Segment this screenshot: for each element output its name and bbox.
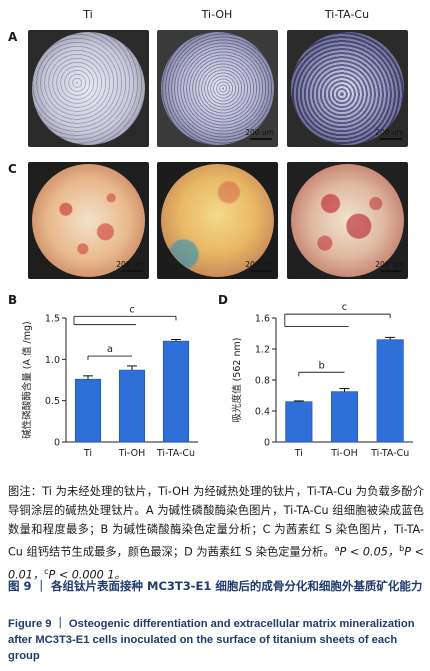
column-header-ti: Ti [83,8,93,21]
bar-ti [74,378,102,443]
scale-bar [250,270,272,272]
column-header-ti-ta-cu: Ti-TA-Cu [324,8,370,21]
scale-bar [250,138,272,140]
alizarin-stain-image-ti-ta-cu: 200 um [287,162,408,279]
panel-label-b: B [8,293,18,307]
legend-text: 图注：Ti 为未经处理的钛片，Ti-OH 为经碱热处理的钛片，Ti-TA-Cu … [8,485,424,559]
y-tick-label: 0 [54,438,60,449]
x-tick-label: Ti-OH [330,448,357,459]
alizarin-stain-image-ti-oh: 200 um [157,162,278,279]
bar-ti-oh [118,369,146,443]
alp-stain-image-ti-oh: 200 um [157,30,278,147]
scale-label: 200 um [375,260,404,269]
significance-label: a [107,344,113,355]
x-tick-label: Ti-TA-Cu [156,448,195,459]
x-tick-label: Ti-TA-Cu [370,448,409,459]
bar-ti-ta-cu [376,339,404,443]
p-c-text: P < 0.000 1。 [48,568,126,582]
y-tick-label: 1.2 [255,345,270,356]
y-tick-label: 0.8 [255,376,270,387]
y-tick-label: 0.5 [45,396,60,407]
significance-label: c [129,304,135,315]
scale-label: 200 um [245,128,274,137]
scale-label: 200 um [245,260,274,269]
alizarin-stain-image-ti: 200 um [28,162,149,279]
y-tick-label: 1.6 [255,314,270,325]
scale-bar [121,270,143,272]
p-b-text: P < 0.01， [8,545,424,582]
x-tick-label: Ti [294,448,303,459]
bar-ti [285,401,313,443]
sig-b: b [399,544,405,553]
scale-bar [380,138,402,140]
figure-title-cn: 图 9 ｜ 各组钛片表面接种 MC3T3-E1 细胞后的成骨分化和细胞外基质矿化… [8,579,423,593]
x-tick-label: Ti-OH [118,448,145,459]
alp-stain-image-ti [28,30,149,147]
scale-label: 200 um [116,260,145,269]
panel-label-a: A [8,30,18,44]
y-axis-label: 碱性磷酸酶含量 (A 值 /mg) [21,321,33,438]
significance-label: b [318,360,324,371]
y-tick-label: 1.0 [45,355,60,366]
column-header-ti-oh: Ti-OH [201,8,233,21]
sig-a: a [334,544,340,553]
figure-title-en: Figure 9 ｜ Osteogenic differentiation an… [8,618,415,662]
scale-bar [380,270,402,272]
alp-quantification-chart: 0 0.5 1.0 1.5 碱性磷酸酶含量 (A 值 /mg) Ti Ti-OH Ti-TA-… [21,304,198,459]
x-tick-label: Ti [83,448,92,459]
y-axis-label: 吸光度值 (562 nm) [231,338,243,423]
sig-c: c [44,566,49,576]
panel-label-c: C [8,162,17,176]
ars-quantification-chart: 0 0.4 0.8 1.2 1.6 吸光度值 (562 nm) Ti Ti-OH Ti-TA-C… [231,302,413,459]
bar-ti-oh [330,391,359,443]
bar-ti-ta-cu [162,340,190,443]
p-a-text: P < 0.05， [339,545,400,559]
figure-legend: 图注：Ti 为未经处理的钛片，Ti-OH 为经碱热处理的钛片，Ti-TA-Cu … [8,482,424,584]
significance-label: c [342,302,348,313]
alp-stain-image-ti-ta-cu: 200 um [287,30,408,147]
y-tick-label: 0.4 [255,407,270,418]
y-tick-label: 1.5 [45,314,60,325]
scale-label: 200 um [375,128,404,137]
y-tick-label: 0 [264,438,270,449]
panel-label-d: D [218,293,228,307]
